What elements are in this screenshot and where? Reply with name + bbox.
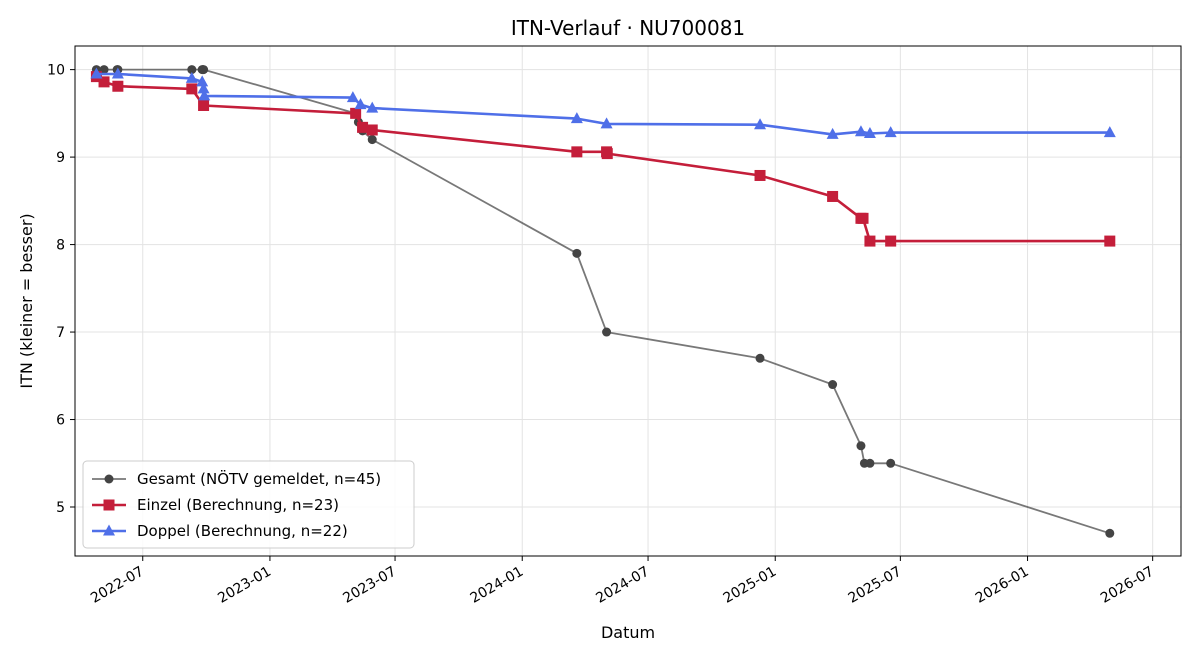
y-tick-label: 6 [56,413,65,429]
x-tick-label: 2026-01 [973,564,1032,607]
legend-label: Gesamt (NÖTV gemeldet, n=45) [137,469,381,488]
data-point [98,76,110,88]
y-tick-label: 8 [56,238,65,254]
x-axis-title: Datum [601,623,655,642]
series-layer [90,65,1116,538]
x-tick-label: 2024-07 [593,564,652,607]
data-point [864,235,876,247]
data-point [350,107,362,119]
data-point [1105,528,1115,538]
data-point [185,71,198,83]
chart-title: ITN-Verlauf · NU700081 [511,16,745,40]
data-point [754,169,766,181]
data-point [366,101,379,113]
data-point [111,67,124,79]
data-point [367,135,377,145]
x-tick-label: 2025-01 [721,564,780,607]
x-tick-label: 2024-01 [468,564,527,607]
data-point [755,353,765,363]
data-point [187,65,197,75]
x-tick-label: 2023-01 [215,564,274,607]
y-tick-label: 10 [47,63,65,79]
data-point [886,458,896,468]
data-point [601,148,613,160]
legend-marker [103,499,115,511]
data-point [828,380,838,390]
y-tick-label: 5 [56,500,65,516]
data-point [865,458,875,468]
data-point [863,126,876,138]
legend-item: Einzel (Berechnung, n=23) [92,496,339,514]
data-point [884,126,897,138]
data-point [197,82,210,94]
data-point [885,235,897,247]
data-point [357,121,369,133]
x-tick-label: 2022-07 [88,564,147,607]
legend-item: Doppel (Berechnung, n=22) [92,522,348,540]
data-point [857,212,869,224]
data-point [572,248,582,258]
y-tick-label: 7 [56,325,65,341]
data-point [602,327,612,337]
data-point [198,99,210,111]
data-point [571,146,583,158]
x-tick-label: 2023-07 [340,564,399,607]
data-point [1103,126,1116,138]
data-point [186,83,198,95]
legend-marker [104,474,114,484]
data-point [354,98,367,110]
legend: Gesamt (NÖTV gemeldet, n=45) Einzel (Bere… [82,460,415,549]
data-point [90,67,103,79]
data-point [826,127,839,139]
legend-item: Gesamt (NÖTV gemeldet, n=45) [92,469,381,488]
data-point [346,91,359,103]
data-point [366,124,378,136]
legend-box [82,460,415,549]
data-point [199,65,209,75]
legend-marker [103,524,115,536]
x-tick-label: 2025-07 [846,564,905,607]
x-tick-label: 2026-07 [1098,564,1157,607]
data-point [854,125,867,137]
legend-label: Doppel (Berechnung, n=22) [137,522,348,540]
data-point [112,80,124,92]
plot-frame [74,45,1182,557]
data-point [856,441,866,451]
data-point [196,75,209,87]
y-tick-label: 9 [56,150,65,166]
data-point [198,89,211,101]
data-point [1104,235,1116,247]
series-2 [90,67,1116,139]
data-point [600,117,613,129]
data-point [754,118,767,130]
data-point [570,112,583,124]
data-point [827,190,839,202]
y-axis-title: ITN (kleiner = besser) [17,213,36,388]
legend-label: Einzel (Berechnung, n=23) [137,496,339,514]
